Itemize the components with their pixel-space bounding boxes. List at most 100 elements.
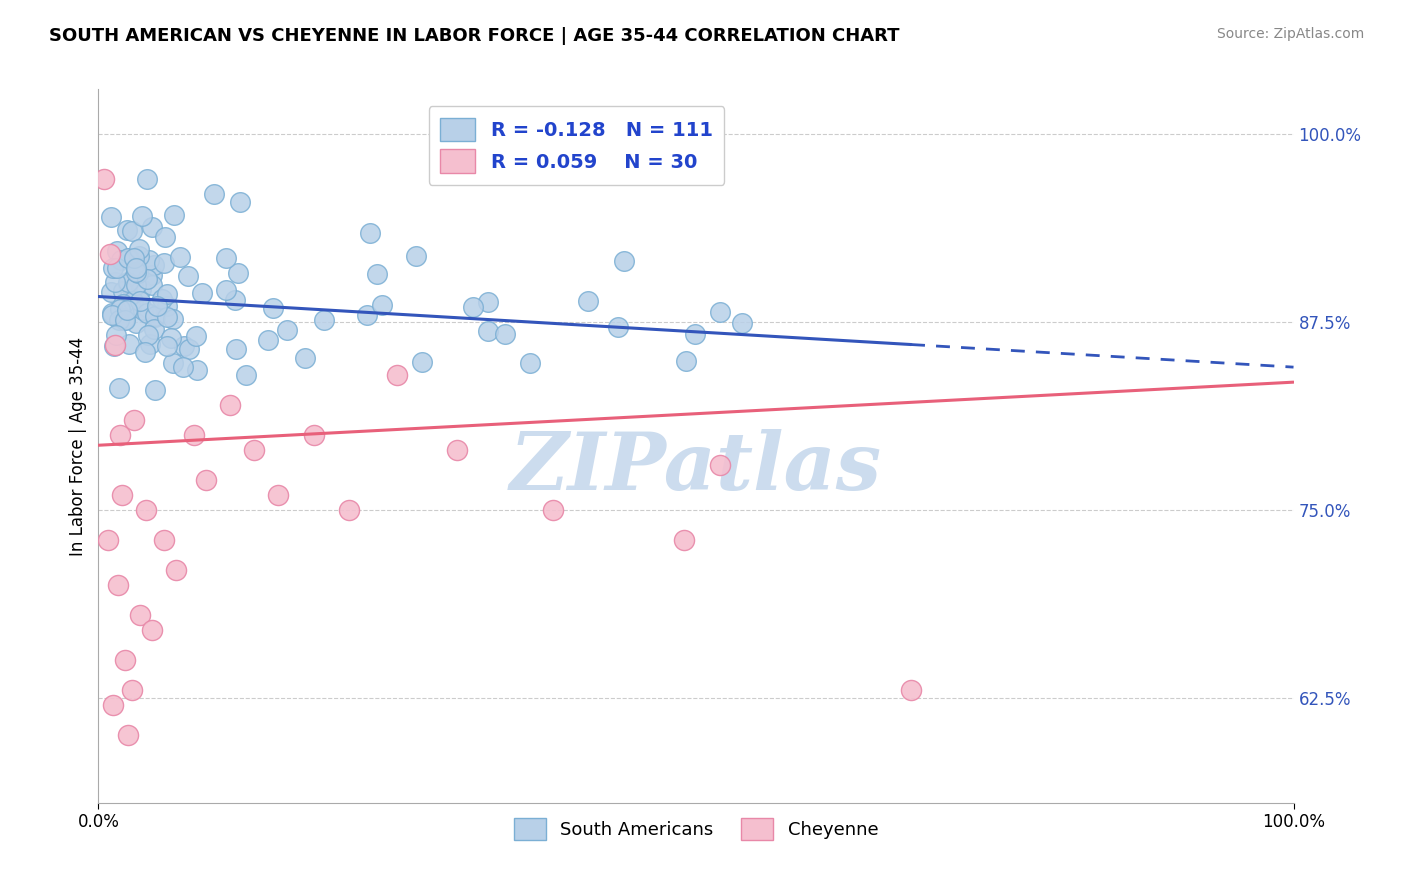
Point [519,356,541,370]
Point [136,328,159,343]
Point [159,330,181,344]
Point [100,210,122,224]
Point [359,226,381,240]
Point [117,302,139,317]
Point [98,247,122,261]
Point [173,339,195,353]
Point [128,294,150,309]
Point [177,268,200,283]
Point [117,728,139,742]
Point [143,258,166,272]
Point [606,320,628,334]
Point [576,293,599,308]
Point [276,323,298,337]
Point [129,607,152,622]
Point [294,351,316,365]
Point [104,327,127,342]
Point [143,310,166,324]
Point [112,284,135,298]
Point [101,260,124,275]
Point [356,308,378,322]
Point [108,313,131,327]
Point [162,311,184,326]
Point [461,300,484,314]
Point [111,297,134,311]
Point [155,339,177,353]
Legend: South Americans, Cheyenne: South Americans, Cheyenne [506,811,886,847]
Point [108,301,131,316]
Point [155,229,177,244]
Point [121,224,143,238]
Point [256,333,278,347]
Point [411,355,433,369]
Text: ZIPatlas: ZIPatlas [510,429,882,506]
Point [115,223,138,237]
Point [145,383,167,397]
Point [172,359,194,374]
Point [101,308,124,322]
Point [141,623,163,637]
Point [235,368,257,383]
Point [339,503,361,517]
Point [104,337,127,351]
Point [104,275,127,289]
Point [243,442,266,457]
Point [114,653,136,667]
Point [117,252,139,266]
Point [97,533,120,547]
Point [224,293,246,308]
Point [225,342,247,356]
Point [184,328,207,343]
Point [191,285,214,300]
Point [202,187,225,202]
Point [709,305,731,319]
Point [153,256,176,270]
Point [195,473,218,487]
Point [125,278,148,293]
Point [112,311,135,326]
Point [103,339,125,353]
Point [477,324,499,338]
Point [494,327,516,342]
Point [446,442,468,457]
Point [112,313,135,327]
Text: SOUTH AMERICAN VS CHEYENNE IN LABOR FORCE | AGE 35-44 CORRELATION CHART: SOUTH AMERICAN VS CHEYENNE IN LABOR FORC… [49,27,900,45]
Point [262,301,284,315]
Point [709,458,731,472]
Point [177,342,200,356]
Point [108,427,131,442]
Point [183,427,205,442]
Point [121,683,143,698]
Point [683,326,706,341]
Point [118,252,141,266]
Point [128,242,150,256]
Point [107,578,129,592]
Point [186,363,208,377]
Point [125,316,148,330]
Point [105,244,128,258]
Point [228,266,250,280]
Point [128,249,150,263]
Point [366,268,388,282]
Point [101,306,124,320]
Point [118,336,141,351]
Point [135,306,157,320]
Point [138,336,160,351]
Point [385,368,409,382]
Point [156,310,179,325]
Point [312,312,335,326]
Point [900,683,922,698]
Point [124,413,146,427]
Point [371,298,394,312]
Point [134,345,156,359]
Point [162,356,184,370]
Point [613,254,636,268]
Point [138,252,160,267]
Point [215,252,238,266]
Point [131,210,153,224]
Point [143,309,166,323]
Point [117,275,139,289]
Point [122,293,145,308]
Point [127,266,149,280]
Point [120,301,142,315]
